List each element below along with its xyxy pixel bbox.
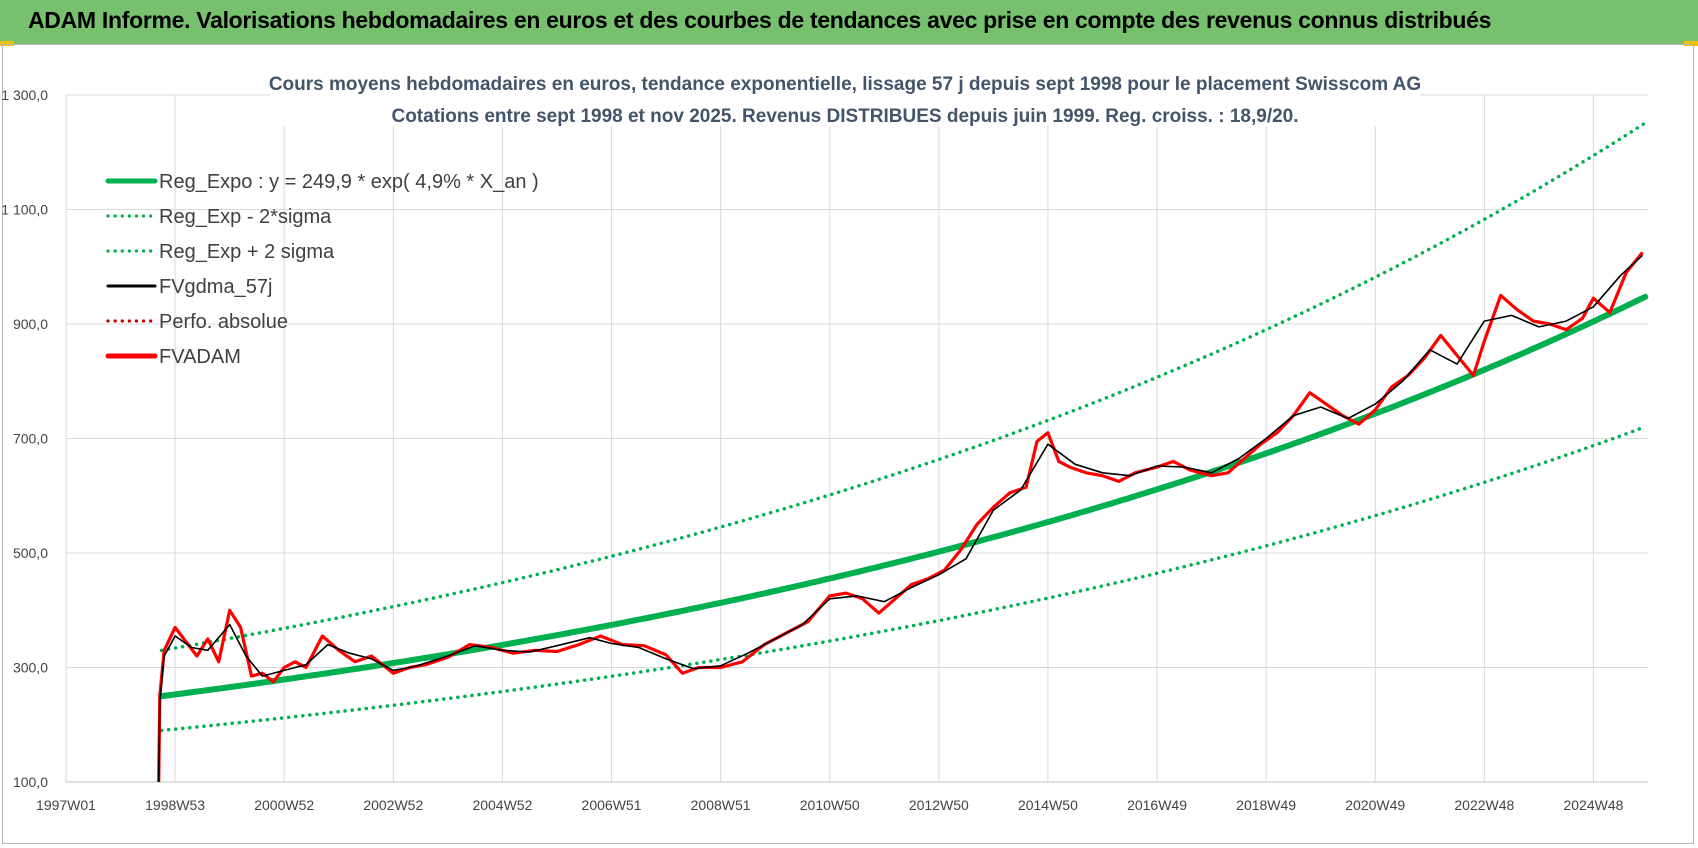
chart-frame <box>2 44 1694 844</box>
legend-entry: Reg_Exp + 2 sigma <box>159 241 335 263</box>
x-tick-label: 2002W52 <box>363 797 423 813</box>
sigma-bands <box>159 121 1648 733</box>
y-tick-label: 300,0 <box>13 660 48 676</box>
legend-entry: FVgdma_57j <box>159 276 272 298</box>
y-tick-label: 100,0 <box>13 774 48 790</box>
x-tick-label: 2004W52 <box>472 797 532 813</box>
swisscom-valuation-chart: 1 300,01 100,0900,0700,0500,0300,0100,0 … <box>1 64 1649 813</box>
x-tick-label: 2016W49 <box>1127 797 1187 813</box>
trend-line <box>158 293 1649 700</box>
y-tick-label: 500,0 <box>13 545 48 561</box>
y-tick-label: 900,0 <box>13 316 48 332</box>
data-series <box>157 251 1644 783</box>
corner-marker-right <box>1684 41 1698 46</box>
report-banner: ADAM Informe. Valorisations hebdomadaire… <box>0 0 1698 45</box>
legend-entry: FVADAM <box>159 346 241 368</box>
chart-subtitle: Cotations entre sept 1998 et nov 2025. R… <box>391 106 1298 127</box>
legend-entry: Reg_Exp - 2*sigma <box>159 206 332 228</box>
title-background <box>270 64 1420 126</box>
x-tick-label: 1997W01 <box>36 797 96 813</box>
x-tick-label: 2024W48 <box>1563 797 1623 813</box>
legend-entry: Perfo. absolue <box>159 311 288 333</box>
y-tick-label: 1 100,0 <box>1 202 48 218</box>
chart-title: Cours moyens hebdomadaires en euros, ten… <box>269 74 1421 95</box>
y-axis-ticks: 1 300,0 1 100,0 900,0 700,0 500,0 300,0 100,0 <box>1 87 48 790</box>
gridlines <box>65 94 1648 783</box>
x-tick-label: 2010W50 <box>800 797 860 813</box>
x-tick-label: 2012W50 <box>909 797 969 813</box>
legend-entry: Reg_Expo : y = 249,9 * exp( 4,9% * X_an … <box>159 171 539 193</box>
fvadam-line <box>157 251 1644 783</box>
x-axis-ticks: 1997W01 1998W53 2000W52 2002W52 2004W52 2006W… <box>36 797 1624 813</box>
y-tick-label: 700,0 <box>13 431 48 447</box>
x-tick-label: 2006W51 <box>582 797 642 813</box>
x-tick-label: 2020W49 <box>1345 797 1405 813</box>
x-tick-label: 2018W49 <box>1236 797 1296 813</box>
x-tick-label: 2014W50 <box>1018 797 1078 813</box>
lower-sigma-band-line <box>159 425 1648 733</box>
chart-legend: Reg_Expo : y = 249,9 * exp( 4,9% * X_an … <box>105 171 539 368</box>
y-tick-label: 1 300,0 <box>1 87 48 103</box>
corner-marker-left <box>0 41 14 46</box>
fvgdma-57j-line <box>157 254 1644 783</box>
upper-sigma-band-line <box>159 121 1648 653</box>
x-tick-label: 2022W48 <box>1454 797 1514 813</box>
trend-curve <box>158 293 1649 700</box>
x-tick-label: 2000W52 <box>254 797 314 813</box>
chart-title-block: Cours moyens hebdomadaires en euros, ten… <box>269 64 1421 127</box>
x-tick-label: 1998W53 <box>145 797 205 813</box>
x-tick-label: 2008W51 <box>691 797 751 813</box>
report-title: ADAM Informe. Valorisations hebdomadaire… <box>28 7 1492 33</box>
